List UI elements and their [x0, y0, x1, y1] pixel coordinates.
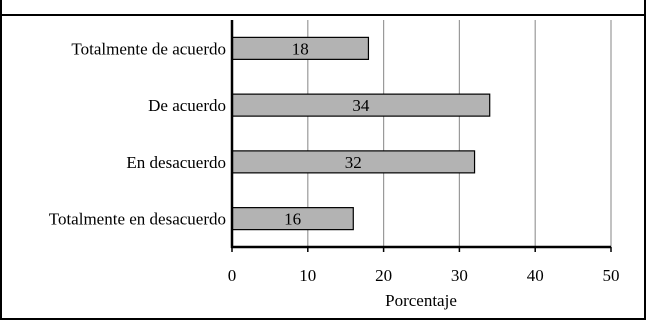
x-tick-label-50: 50: [603, 266, 620, 285]
axes: 0 10 20 30 40 50 Totalmente de acuerdo De acuer…: [49, 20, 620, 285]
data-label-1: 18: [292, 39, 309, 58]
category-label-2: De acuerdo: [148, 96, 226, 115]
category-label-3: En desacuerdo: [126, 153, 226, 172]
x-tick-label-0: 0: [228, 266, 237, 285]
data-label-4: 16: [284, 210, 301, 229]
category-label-1: Totalmente de acuerdo: [71, 39, 226, 58]
x-tick-label-40: 40: [527, 266, 544, 285]
bars: 18 34 32 16: [231, 36, 491, 231]
x-tick-label-20: 20: [375, 266, 392, 285]
data-label-3: 32: [345, 153, 362, 172]
data-label-2: 34: [352, 96, 370, 115]
x-tick-label-30: 30: [451, 266, 468, 285]
x-axis-title: Porcentaje: [385, 291, 457, 310]
category-label-4: Totalmente en desacuerdo: [49, 210, 226, 229]
x-tick-label-10: 10: [299, 266, 316, 285]
top-rule: [0, 14, 646, 16]
